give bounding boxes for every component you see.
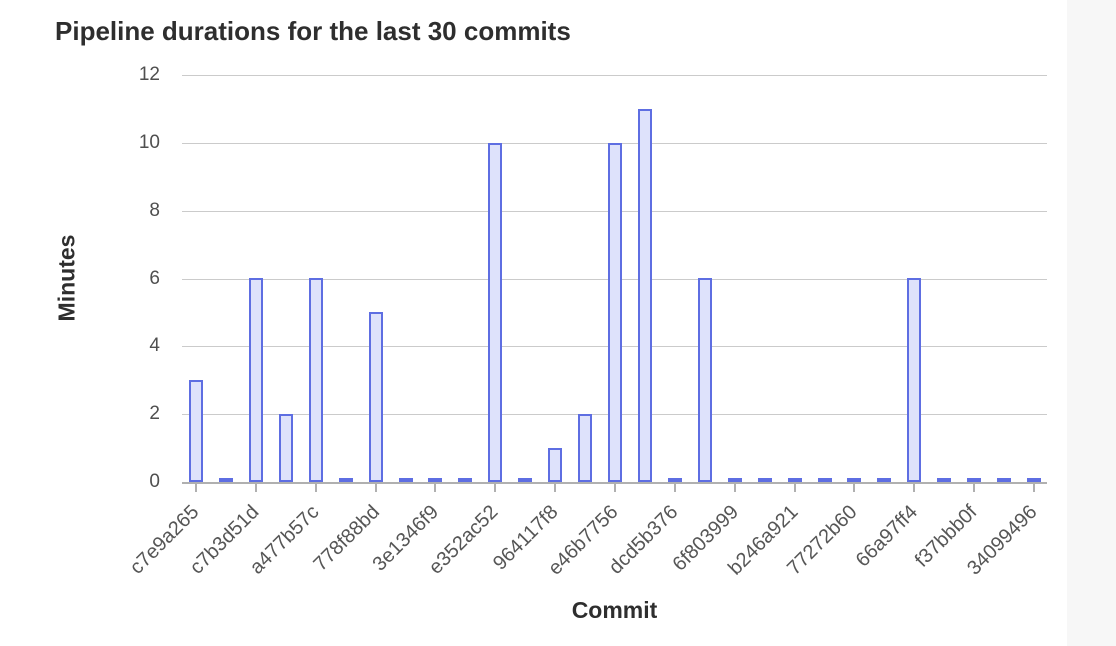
x-tick [255, 483, 257, 492]
bar-zero [788, 478, 802, 482]
x-axis-title: Commit [571, 597, 658, 623]
y-tick-label: 0 [149, 471, 160, 492]
x-tick-label: 66a97ff4 [851, 501, 922, 572]
bar [369, 312, 383, 482]
y-tick-label: 12 [138, 64, 160, 85]
bar-zero [818, 478, 832, 482]
x-tick [973, 483, 975, 492]
bar-zero [219, 478, 233, 482]
bar-zero [937, 478, 951, 482]
x-tick [554, 483, 556, 492]
x-tick [614, 483, 616, 492]
bar-zero [1027, 478, 1041, 482]
chart-title: Pipeline durations for the last 30 commi… [55, 16, 571, 46]
bar [578, 414, 592, 482]
x-tick [315, 483, 317, 492]
bar [488, 143, 502, 482]
x-tick [375, 483, 377, 492]
y-tick-label: 10 [138, 131, 160, 153]
bar-zero [847, 478, 861, 482]
bar-zero [758, 478, 772, 482]
bar-zero [728, 478, 742, 482]
x-tick [1033, 483, 1035, 492]
bar [608, 143, 622, 482]
bar [279, 414, 293, 482]
bar [249, 278, 263, 482]
x-tick [674, 483, 676, 492]
bar [907, 278, 921, 482]
gridline [182, 75, 1047, 76]
bar-zero [428, 478, 442, 482]
x-tick [195, 483, 197, 492]
bar [548, 448, 562, 482]
bar-zero [997, 478, 1011, 482]
bar-zero [339, 478, 353, 482]
y-axis-tick-labels: 0 2 4 6 8 10 12 [0, 64, 160, 492]
bar-zero [967, 478, 981, 482]
bar [698, 278, 712, 482]
x-tick [853, 483, 855, 492]
bar [638, 109, 652, 482]
y-tick-label: 4 [149, 335, 160, 357]
bar-zero [668, 478, 682, 482]
bar [309, 278, 323, 482]
y-tick-label: 6 [149, 267, 160, 289]
x-tick [734, 483, 736, 492]
page-background-strip [1067, 0, 1116, 646]
x-tick [794, 483, 796, 492]
x-tick [913, 483, 915, 492]
x-tick [494, 483, 496, 492]
plot-area [182, 75, 1047, 484]
y-tick-label: 8 [149, 199, 160, 221]
bar-zero [399, 478, 413, 482]
x-tick [434, 483, 436, 492]
bar-zero [518, 478, 532, 482]
bar-zero [458, 478, 472, 482]
bar-zero [877, 478, 891, 482]
y-tick-label: 2 [149, 403, 160, 425]
bar [189, 380, 203, 482]
